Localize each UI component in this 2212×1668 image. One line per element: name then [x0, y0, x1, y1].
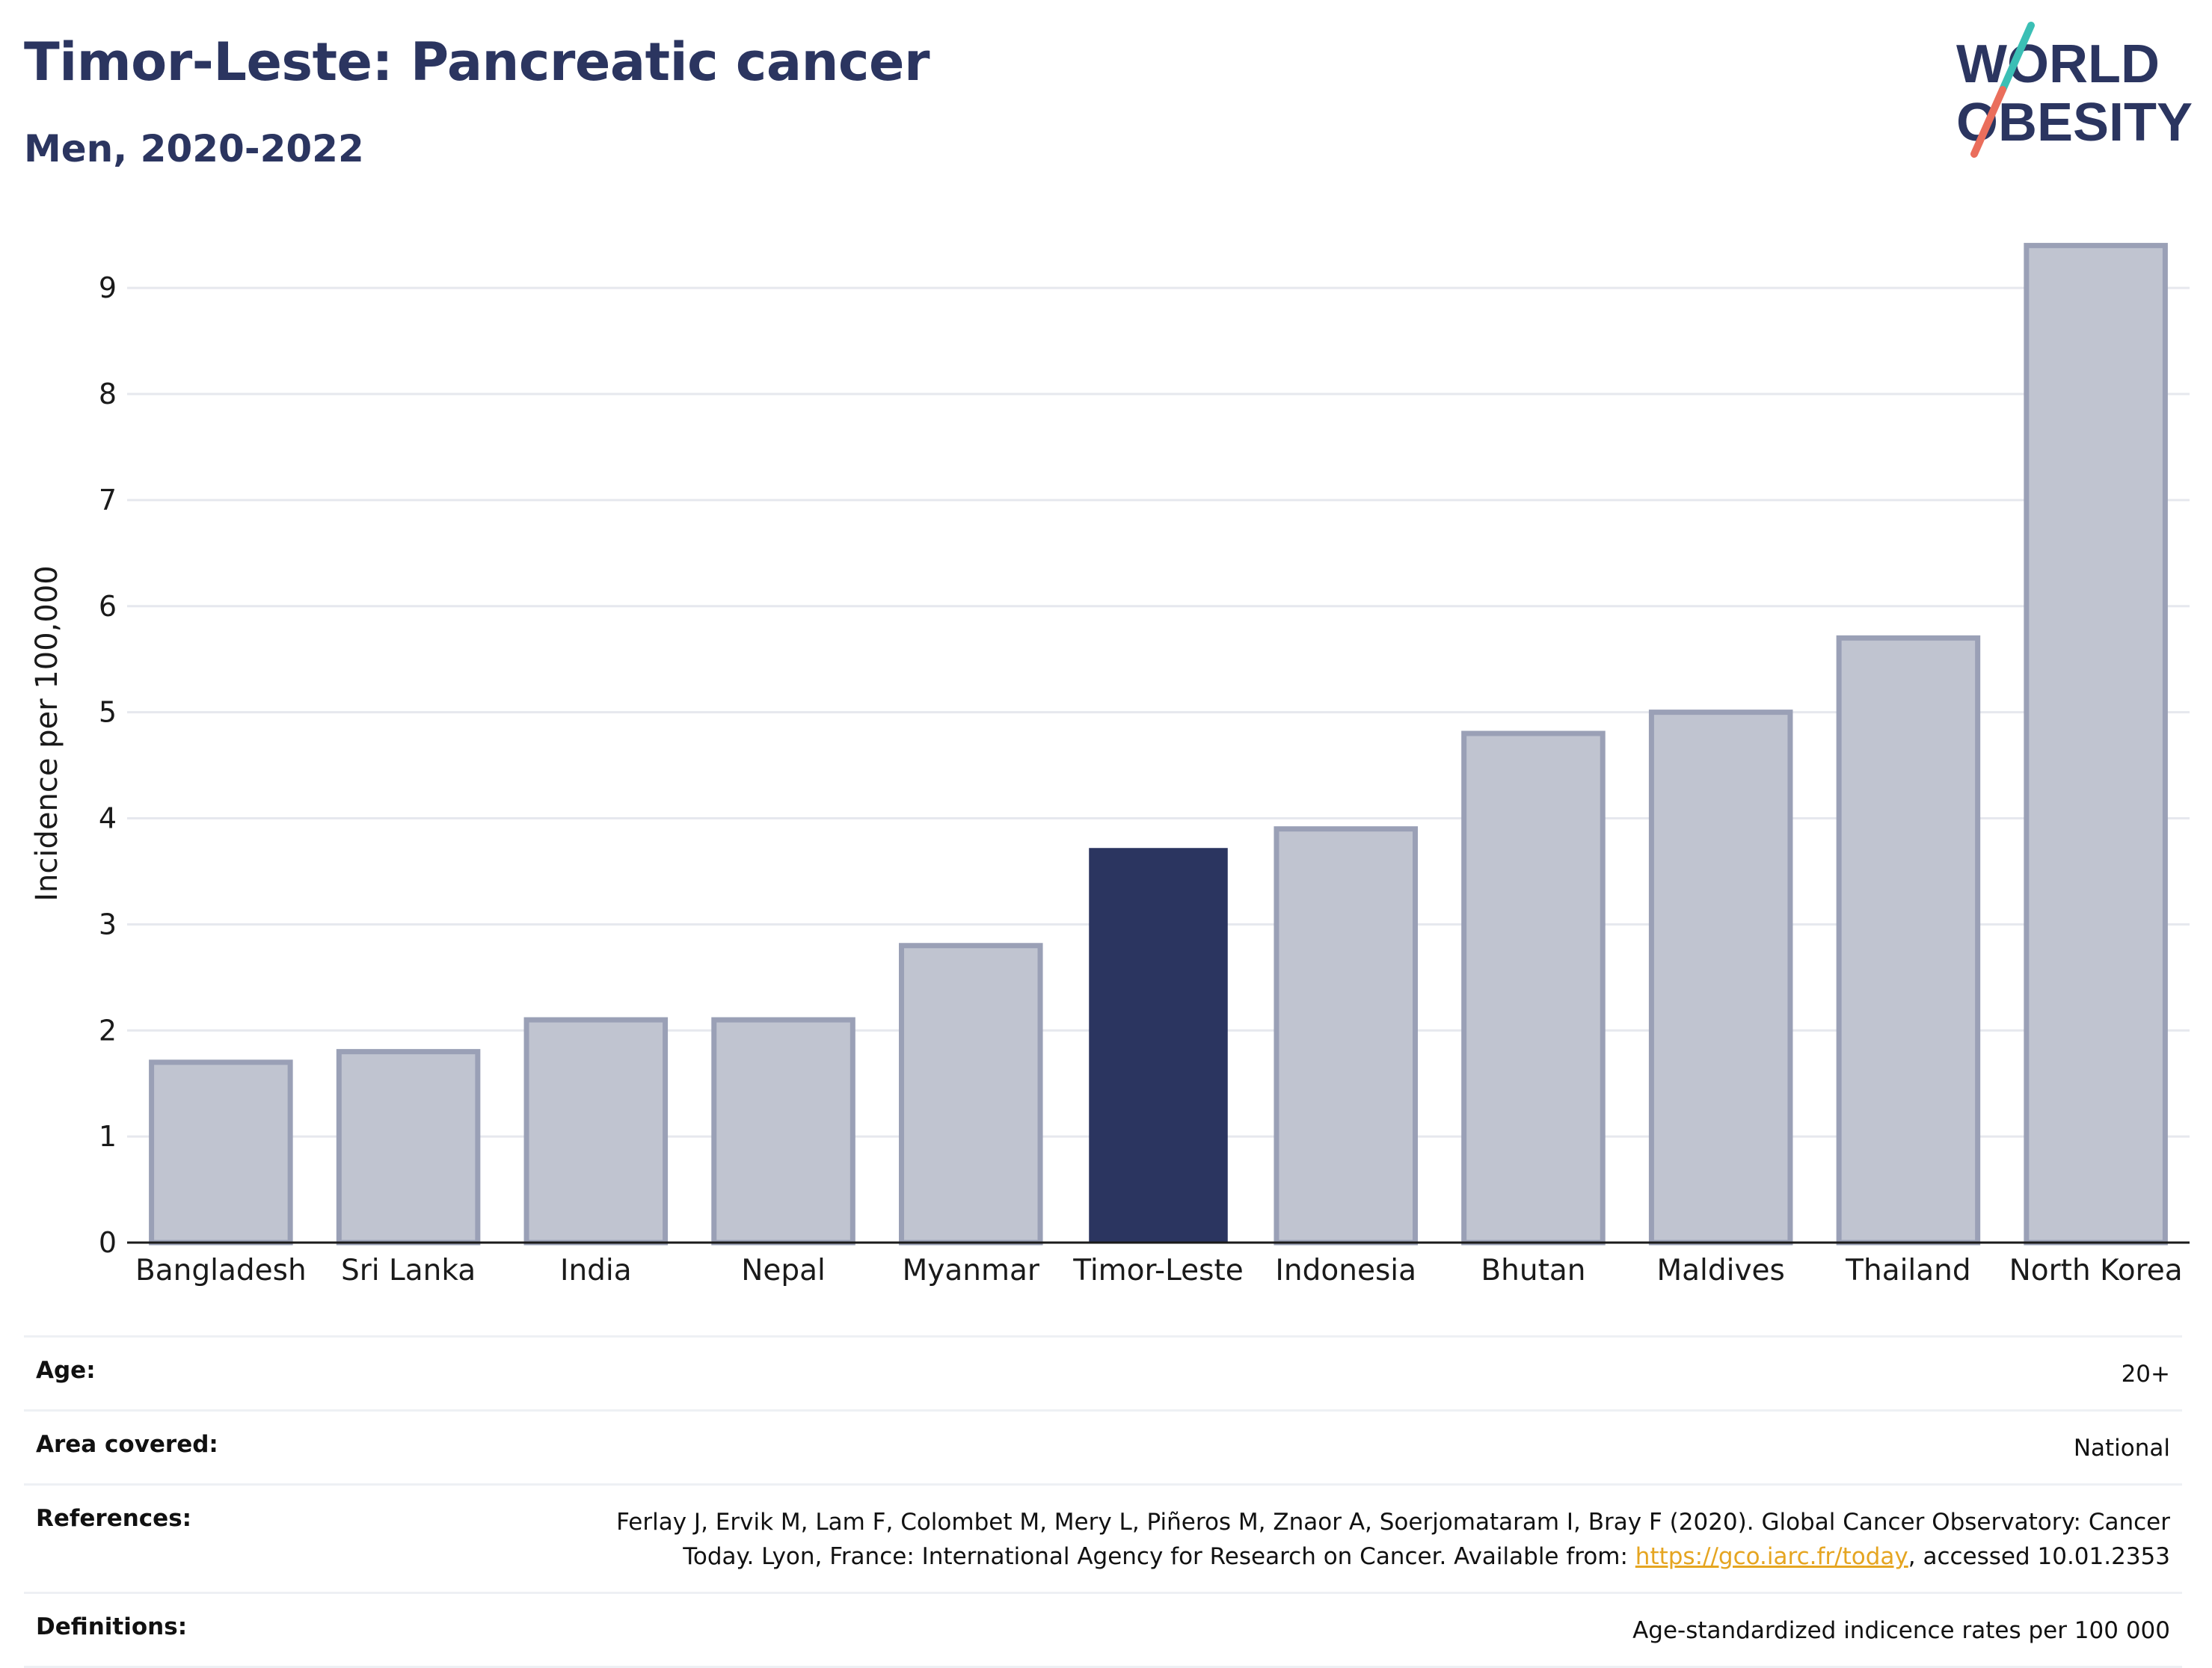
y-tick-label: 0 [99, 1226, 117, 1259]
chart-title: Timor-Leste: Pancreatic cancer [24, 31, 930, 93]
bar-bhutan [1461, 730, 1606, 1246]
x-tick-label: Thailand [1845, 1254, 1970, 1287]
x-tick-label: Bangladesh [135, 1254, 307, 1287]
area-label: Area covered: [36, 1431, 218, 1458]
y-tick-label: 1 [99, 1120, 117, 1153]
logo-slash-bottom [1970, 86, 2006, 158]
y-axis-title: Incidence per 100,000 [30, 565, 64, 902]
bar-myanmar [899, 943, 1043, 1246]
bar-bangladesh [149, 1059, 293, 1246]
y-tick-label: 7 [99, 484, 117, 517]
x-tick-label: Indonesia [1275, 1254, 1416, 1287]
x-tick-label: Myanmar [903, 1254, 1040, 1287]
logo-text-world: WORLD [1956, 34, 2160, 94]
definitions-label: Definitions: [36, 1613, 188, 1640]
y-tick-label: 6 [99, 590, 117, 623]
references-value: Ferlay J, Ervik M, Lam F, Colombet M, Me… [585, 1505, 2170, 1574]
y-tick-label: 5 [99, 696, 117, 729]
world-obesity-logo: WORLD OBESITY [1956, 22, 2193, 158]
references-text-end: , accessed 10.01.2353 [1908, 1543, 2170, 1570]
x-tick-label: Bhutan [1481, 1254, 1585, 1287]
bar-indonesia [1274, 826, 1418, 1246]
x-tick-label: Sri Lanka [341, 1254, 476, 1287]
bar-maldives [1648, 710, 1793, 1246]
y-tick-label: 8 [99, 378, 117, 410]
axes: 0 1 2 3 4 5 6 7 8 9 Bangladesh Sri Lanka India Nepal M… [99, 271, 2190, 1287]
info-row-references: References: Ferlay J, Ervik M, Lam F, Co… [24, 1483, 2182, 1592]
info-row-age: Age: 20+ [24, 1335, 2182, 1409]
info-row-area: Area covered: National [24, 1409, 2182, 1483]
y-tick-label: 9 [99, 271, 117, 304]
bar-thailand [1836, 635, 1981, 1246]
y-tick-label: 3 [99, 908, 117, 941]
bars [149, 242, 2168, 1246]
references-text: Ferlay J, Ervik M, Lam F, Colombet M, Me… [616, 1509, 2170, 1570]
logo-slash-top [1999, 22, 2035, 93]
references-link[interactable]: https://gco.iarc.fr/today [1635, 1543, 1908, 1570]
bar-sri-lanka [336, 1049, 481, 1246]
bar-india [523, 1017, 669, 1246]
x-tick-label: Maldives [1656, 1254, 1784, 1287]
references-label: References: [36, 1505, 192, 1532]
info-row-definitions: Definitions: Age-standardized indicence … [24, 1592, 2182, 1668]
age-value: 20+ [2121, 1361, 2170, 1388]
definitions-value: Age-standardized indicence rates per 100… [1632, 1617, 2170, 1644]
y-tick-label: 4 [99, 802, 117, 835]
x-tick-label: India [560, 1254, 632, 1287]
bar-timor-leste [1089, 848, 1228, 1243]
x-tick-label: North Korea [2009, 1254, 2183, 1287]
y-tick-label: 2 [99, 1014, 117, 1047]
chart-subtitle: Men, 2020-2022 [24, 127, 364, 170]
x-tick-label: Nepal [741, 1254, 826, 1287]
info-table: Age: 20+ Area covered: National Referenc… [24, 1335, 2182, 1668]
age-label: Age: [36, 1357, 96, 1384]
x-tick-label: Timor-Leste [1072, 1254, 1244, 1287]
bar-chart: 0 1 2 3 4 5 6 7 8 9 Bangladesh Sri Lanka India Nepal M… [30, 242, 2190, 1287]
area-value: National [2073, 1435, 2170, 1462]
bar-nepal [711, 1017, 855, 1246]
bar-north-korea [2024, 242, 2168, 1246]
